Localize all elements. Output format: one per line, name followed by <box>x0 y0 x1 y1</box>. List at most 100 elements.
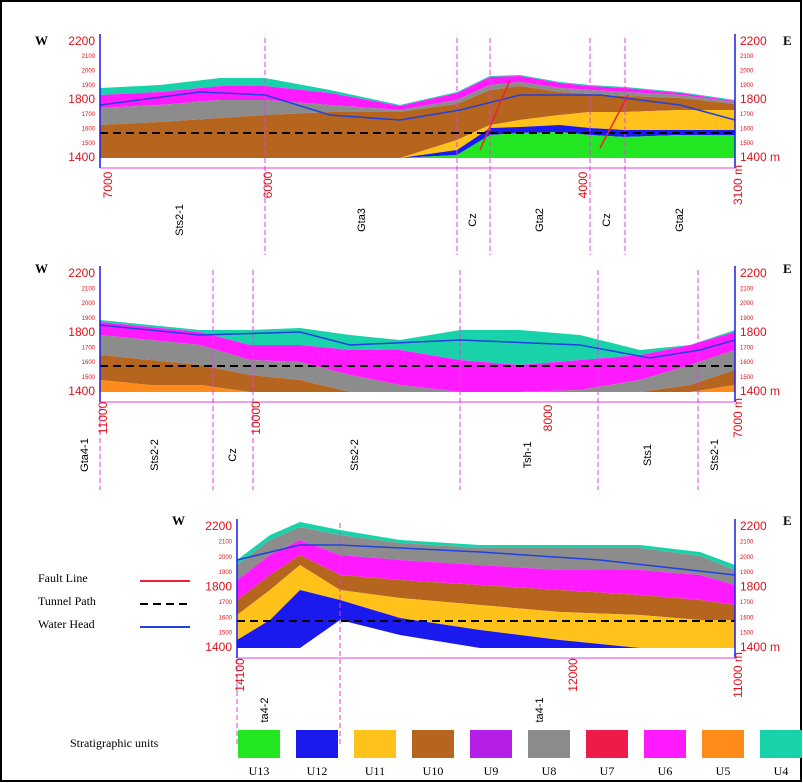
elevation-label: 1600 <box>82 127 96 133</box>
elevation-label: 1400 m <box>740 640 780 654</box>
elevation-label: 2200 <box>740 519 767 533</box>
rock-layer <box>237 555 735 620</box>
elevation-label: 2000 <box>82 69 96 75</box>
legend-label: Tunnel Path <box>38 594 96 608</box>
rock-layer <box>237 590 735 648</box>
elevation-label: 1400 <box>68 150 95 164</box>
elevation-label: 1600 <box>219 615 233 621</box>
legend-label: Fault Line <box>38 571 88 585</box>
elevation-label: 1900 <box>82 316 96 322</box>
unit-label: Gta3 <box>356 208 368 232</box>
elevation-label: 1800 <box>740 325 767 339</box>
east-label: E <box>783 261 792 276</box>
elevation-label: 1900 <box>82 83 96 89</box>
unit-label: Gta4-1 <box>79 438 91 472</box>
elevation-label: 2100 <box>82 54 96 60</box>
rock-layer <box>100 335 735 392</box>
elevation-label: 1800 <box>68 92 95 106</box>
unit-label: Cz <box>601 213 613 226</box>
elevation-label: 1500 <box>82 141 96 147</box>
unit-swatch <box>760 730 802 758</box>
elevation-label: 2000 <box>740 555 754 561</box>
elevation-label: 1700 <box>219 600 233 606</box>
elevation-label: 2000 <box>740 301 754 307</box>
west-label: W <box>172 513 185 528</box>
unit-label: Gta2 <box>674 208 686 232</box>
rock-layer <box>100 132 735 158</box>
elevation-label: 2200 <box>205 519 232 533</box>
rock-layer <box>237 522 735 570</box>
elevation-label: 1600 <box>82 360 96 366</box>
distance-label: 10000 <box>249 401 263 435</box>
unit-label: Tsh-1 <box>522 442 534 469</box>
rock-layer <box>100 75 735 106</box>
unit-name: U11 <box>365 764 385 778</box>
unit-swatch <box>702 730 744 758</box>
elevation-label: 1900 <box>740 83 754 89</box>
elevation-label: 1700 <box>82 112 96 118</box>
unit-label: Gta2 <box>534 208 546 232</box>
elevation-label: 1500 <box>219 630 233 636</box>
unit-label: Sts1 <box>642 444 654 466</box>
rock-layer <box>237 527 735 585</box>
elevation-label: 2200 <box>740 34 767 48</box>
unit-name: U8 <box>542 764 557 778</box>
elevation-label: 2100 <box>740 286 754 292</box>
unit-label: Sts2-2 <box>149 439 161 471</box>
east-label: E <box>783 513 792 528</box>
elevation-label: 2000 <box>219 555 233 561</box>
unit-swatch <box>238 730 280 758</box>
elevation-label: 1500 <box>740 375 754 381</box>
elevation-label: 1800 <box>740 92 767 106</box>
elevation-label: 1500 <box>740 630 754 636</box>
unit-swatch <box>412 730 454 758</box>
unit-swatch <box>586 730 628 758</box>
elevation-label: 2000 <box>82 301 96 307</box>
distance-label: 11000 <box>96 401 110 434</box>
unit-name: U12 <box>307 764 328 778</box>
unit-name: U6 <box>658 764 673 778</box>
fault-line <box>599 94 629 149</box>
units-title: Stratigraphic units <box>70 736 159 750</box>
elevation-label: 1500 <box>82 375 96 381</box>
unit-name: U5 <box>716 764 731 778</box>
unit-name: U4 <box>774 764 789 778</box>
elevation-label: 2100 <box>740 54 754 60</box>
elevation-label: 1900 <box>219 570 233 576</box>
unit-label: Cz <box>227 448 239 461</box>
rock-layer <box>100 82 735 125</box>
legend-label: Water Head <box>38 617 95 631</box>
elevation-label: 1800 <box>205 580 232 594</box>
elevation-label: 1400 m <box>740 384 780 398</box>
unit-label: Sts2-1 <box>174 204 186 236</box>
elevation-label: 1700 <box>740 345 754 351</box>
elevation-label: 1900 <box>740 570 754 576</box>
rock-layer <box>100 110 735 158</box>
elevation-label: 2200 <box>68 34 95 48</box>
unit-swatch <box>296 730 338 758</box>
distance-label: 6000 <box>261 171 275 198</box>
water-head <box>236 544 736 576</box>
elevation-label: 1400 m <box>740 150 780 164</box>
rock-layer <box>100 380 735 392</box>
unit-swatch <box>644 730 686 758</box>
water-head <box>99 91 736 121</box>
rock-layer <box>100 355 735 392</box>
elevation-label: 1400 <box>68 384 95 398</box>
unit-label: ta4-1 <box>534 697 546 722</box>
distance-label: 14100 <box>233 658 247 692</box>
elevation-label: 1700 <box>740 600 754 606</box>
unit-label: Sts2-1 <box>709 439 721 471</box>
unit-name: U9 <box>484 764 499 778</box>
west-label: W <box>35 261 48 276</box>
elevation-label: 1500 <box>740 141 754 147</box>
unit-swatch <box>528 730 570 758</box>
elevation-label: 2100 <box>740 540 754 546</box>
west-label: W <box>35 33 48 48</box>
unit-label: ta4-2 <box>259 697 271 722</box>
elevation-label: 2000 <box>740 69 754 75</box>
distance-label: 8000 <box>541 404 555 431</box>
elevation-label: 1800 <box>68 325 95 339</box>
